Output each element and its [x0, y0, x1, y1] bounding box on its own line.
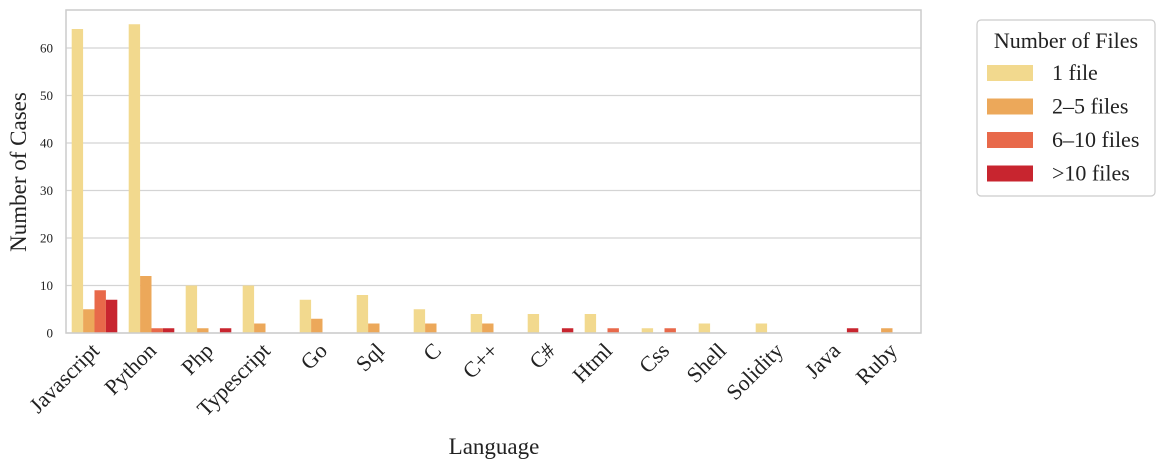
x-tick-label: Shell — [681, 338, 731, 388]
bar — [641, 328, 654, 333]
y-tick-label: 40 — [40, 136, 53, 151]
plot-frame — [65, 9, 922, 334]
x-tick-label: Sql — [351, 338, 389, 376]
x-tick-label: Php — [176, 338, 218, 380]
bar — [185, 285, 198, 333]
bar — [219, 328, 232, 333]
legend: Number of Files 1 file 2–5 files 6–10 file… — [976, 19, 1156, 197]
bar — [356, 295, 369, 333]
x-tick-label: Ruby — [851, 338, 902, 389]
bar — [881, 328, 893, 333]
x-tick-label: Python — [99, 338, 161, 400]
bar — [607, 328, 619, 333]
x-tick-label: Java — [800, 338, 845, 383]
bars-group — [71, 24, 893, 333]
bar — [425, 323, 437, 333]
y-tick-labels: 0 10 20 30 40 50 60 — [40, 41, 53, 341]
y-tick-label: 0 — [47, 326, 54, 341]
bar — [527, 314, 540, 333]
legend-frame — [976, 19, 1156, 197]
y-axis-title: Number of Cases — [6, 92, 31, 252]
bar — [368, 323, 380, 333]
y-tick-label: 30 — [40, 183, 53, 198]
bar — [242, 285, 255, 333]
legend-swatch — [987, 65, 1033, 81]
bar — [698, 323, 711, 333]
legend-title: Number of Files — [994, 28, 1138, 53]
x-tick-label: C — [418, 338, 446, 366]
legend-swatch — [987, 165, 1033, 182]
bar — [151, 328, 163, 333]
legend-label: 6–10 files — [1052, 127, 1139, 152]
x-tick-label: Javascript — [24, 338, 104, 418]
bar — [128, 24, 141, 333]
grid-lines — [66, 47, 921, 334]
x-tick-label: C++ — [457, 338, 503, 384]
bar — [71, 29, 84, 333]
bar — [413, 309, 426, 333]
bar — [94, 290, 106, 333]
bar — [846, 328, 859, 333]
y-tick-label: 20 — [40, 231, 53, 246]
bar — [83, 309, 95, 333]
bar — [561, 328, 574, 333]
x-axis-title: Language — [449, 434, 540, 459]
bar — [311, 318, 323, 333]
bar — [470, 314, 483, 333]
bar — [299, 299, 312, 333]
y-tick-label: 10 — [40, 278, 53, 293]
x-tick-label: Css — [634, 338, 674, 378]
bar — [140, 276, 152, 333]
legend-label: >10 files — [1052, 161, 1130, 186]
y-tick-label: 60 — [40, 41, 53, 56]
legend-swatch — [987, 98, 1033, 115]
y-tick-label: 50 — [40, 88, 53, 103]
bar — [197, 328, 209, 333]
bar — [755, 323, 768, 333]
bar — [664, 328, 676, 333]
bar — [105, 299, 118, 333]
bar — [162, 328, 175, 333]
legend-swatch — [987, 132, 1033, 148]
legend-label: 2–5 files — [1052, 94, 1128, 119]
bar — [482, 323, 494, 333]
x-tick-label: Solidity — [721, 338, 788, 405]
x-tick-label: Html — [567, 338, 617, 388]
legend-label: 1 file — [1052, 60, 1098, 85]
x-tick-label: C# — [524, 338, 560, 374]
legend-items: 1 file 2–5 files 6–10 files >10 files — [987, 60, 1139, 186]
x-tick-label: Go — [295, 338, 332, 375]
bar — [254, 323, 266, 333]
bar — [584, 314, 597, 333]
